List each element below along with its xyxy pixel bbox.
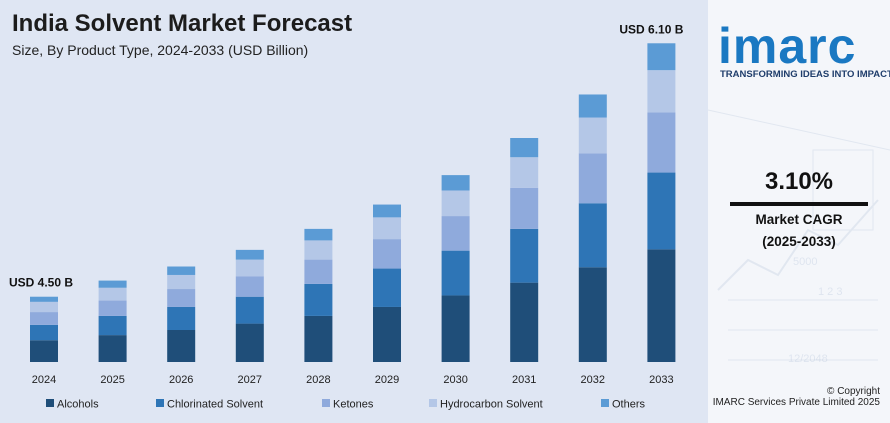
x-tick-label-2032: 2032 — [581, 374, 605, 386]
bar-segment-hydrocarbon-solvent-2027 — [235, 259, 264, 277]
bar-segment-hydrocarbon-solvent-2025 — [98, 287, 127, 301]
cagr-period: (2025-2033) — [762, 234, 836, 249]
bar-segment-ketones-2025 — [98, 300, 127, 316]
svg-text:12/2048: 12/2048 — [788, 353, 828, 365]
imarc-logo: imarc — [718, 18, 857, 74]
stacked-bar-chart: 2024 2025 2026 2027 2028 2029 2030 2031 2032 2033… — [9, 22, 684, 411]
bar-segment-others-2024 — [30, 296, 58, 302]
bar-segment-alcohols-2024 — [30, 340, 58, 362]
bar-segment-alcohols-2033 — [647, 249, 676, 362]
bar-segment-chlorinated-solvent-2025 — [98, 315, 127, 336]
bar-segment-others-2026 — [167, 266, 196, 275]
x-tick-label-2025: 2025 — [100, 374, 124, 386]
bar-segment-chlorinated-solvent-2026 — [167, 306, 196, 330]
bar-segment-chlorinated-solvent-2032 — [578, 203, 607, 268]
x-tick-label-2031: 2031 — [512, 374, 536, 386]
total-annotation-2024: USD 4.50 B — [9, 276, 73, 290]
legend-label-ketones: Ketones — [333, 399, 374, 411]
bar-segment-hydrocarbon-solvent-2024 — [30, 301, 58, 313]
bar-segment-chlorinated-solvent-2033 — [647, 172, 676, 250]
page-title: India Solvent Market Forecast — [12, 10, 353, 37]
bar-segment-ketones-2031 — [510, 187, 539, 229]
bar-segment-others-2028 — [304, 228, 333, 241]
cagr-label: Market CAGR — [755, 212, 843, 227]
bar-segment-alcohols-2029 — [373, 306, 401, 362]
x-tick-label-2026: 2026 — [169, 374, 193, 386]
bar-segment-ketones-2029 — [373, 239, 401, 269]
cagr-divider — [730, 202, 868, 206]
legend-label-chlorinated-solvent: Chlorinated Solvent — [167, 399, 263, 411]
bar-segment-hydrocarbon-solvent-2029 — [373, 217, 401, 240]
x-tick-label-2033: 2033 — [649, 374, 673, 386]
bar-segment-hydrocarbon-solvent-2030 — [441, 190, 470, 217]
svg-text:5000: 5000 — [793, 256, 817, 268]
legend-label-alcohols: Alcohols — [57, 399, 99, 411]
bar-segment-alcohols-2027 — [235, 323, 264, 362]
legend-swatch-chlorinated-solvent — [156, 399, 164, 407]
bar-segment-chlorinated-solvent-2024 — [30, 324, 58, 341]
bar-segment-hydrocarbon-solvent-2033 — [647, 70, 676, 113]
copyright-line-2: IMARC Services Private Limited 2025 — [712, 397, 880, 408]
bar-segment-ketones-2030 — [441, 216, 470, 251]
chart-panel: 2024 2025 2026 2027 2028 2029 2030 2031 2032 2033… — [0, 0, 708, 423]
bar-segment-others-2029 — [373, 204, 401, 218]
legend-swatch-ketones — [322, 399, 330, 407]
bar-segment-ketones-2033 — [647, 112, 676, 173]
bar-segment-alcohols-2031 — [510, 282, 539, 362]
bar-segment-ketones-2026 — [167, 289, 196, 307]
copyright-notice: © Copyright IMARC Services Private Limit… — [713, 386, 880, 408]
bar-segment-alcohols-2026 — [167, 330, 196, 362]
bar-segment-ketones-2024 — [30, 312, 58, 325]
legend-label-others: Others — [612, 399, 646, 411]
bar-segment-alcohols-2025 — [98, 335, 127, 362]
bar-segment-chlorinated-solvent-2029 — [373, 268, 401, 307]
legend-swatch-hydrocarbon-solvent — [429, 399, 437, 407]
decorative-background-graphic: 5000 1 2 3 12/2048 — [708, 109, 890, 365]
bar-segment-chlorinated-solvent-2031 — [510, 228, 539, 283]
legend-swatch-alcohols — [46, 399, 54, 407]
x-tick-label-2027: 2027 — [238, 374, 262, 386]
bar-segment-others-2025 — [98, 280, 127, 288]
bar-segment-ketones-2027 — [235, 276, 264, 297]
bar-segment-others-2031 — [510, 138, 539, 158]
bar-segment-hydrocarbon-solvent-2026 — [167, 274, 196, 290]
copyright-line-1: © Copyright — [827, 386, 880, 397]
total-annotation-2033: USD 6.10 B — [619, 22, 683, 36]
bar-segment-hydrocarbon-solvent-2032 — [578, 117, 607, 154]
bar-segment-alcohols-2028 — [304, 315, 333, 362]
brand-tagline: TRANSFORMING IDEAS INTO IMPACT — [720, 69, 890, 80]
bar-segment-hydrocarbon-solvent-2031 — [510, 157, 539, 188]
bar-segment-ketones-2032 — [578, 153, 607, 204]
bar-segment-others-2032 — [578, 94, 607, 118]
bar-segment-chlorinated-solvent-2030 — [441, 250, 470, 296]
bar-segment-alcohols-2030 — [441, 295, 470, 362]
legend-label-hydrocarbon-solvent: Hydrocarbon Solvent — [440, 399, 543, 411]
chart-subtitle: Size, By Product Type, 2024-2033 (USD Bi… — [12, 42, 309, 58]
bar-segment-others-2027 — [235, 249, 264, 260]
cagr-value: 3.10% — [764, 168, 834, 195]
x-tick-label-2024: 2024 — [32, 374, 56, 386]
x-tick-label-2028: 2028 — [306, 374, 330, 386]
brand-panel: 5000 1 2 3 12/2048 imarc TRANSFORMING ID… — [708, 0, 890, 423]
x-tick-label-2030: 2030 — [443, 374, 467, 386]
bar-segment-others-2030 — [441, 175, 470, 191]
bar-segment-chlorinated-solvent-2028 — [304, 283, 333, 316]
svg-text:1 2 3: 1 2 3 — [818, 286, 842, 298]
legend-swatch-others — [601, 399, 609, 407]
bar-segment-chlorinated-solvent-2027 — [235, 296, 264, 324]
bar-segment-others-2033 — [647, 43, 676, 71]
bar-segment-ketones-2028 — [304, 259, 333, 284]
x-tick-label-2029: 2029 — [375, 374, 399, 386]
bar-segment-alcohols-2032 — [578, 267, 607, 362]
bar-segment-hydrocarbon-solvent-2028 — [304, 240, 333, 260]
